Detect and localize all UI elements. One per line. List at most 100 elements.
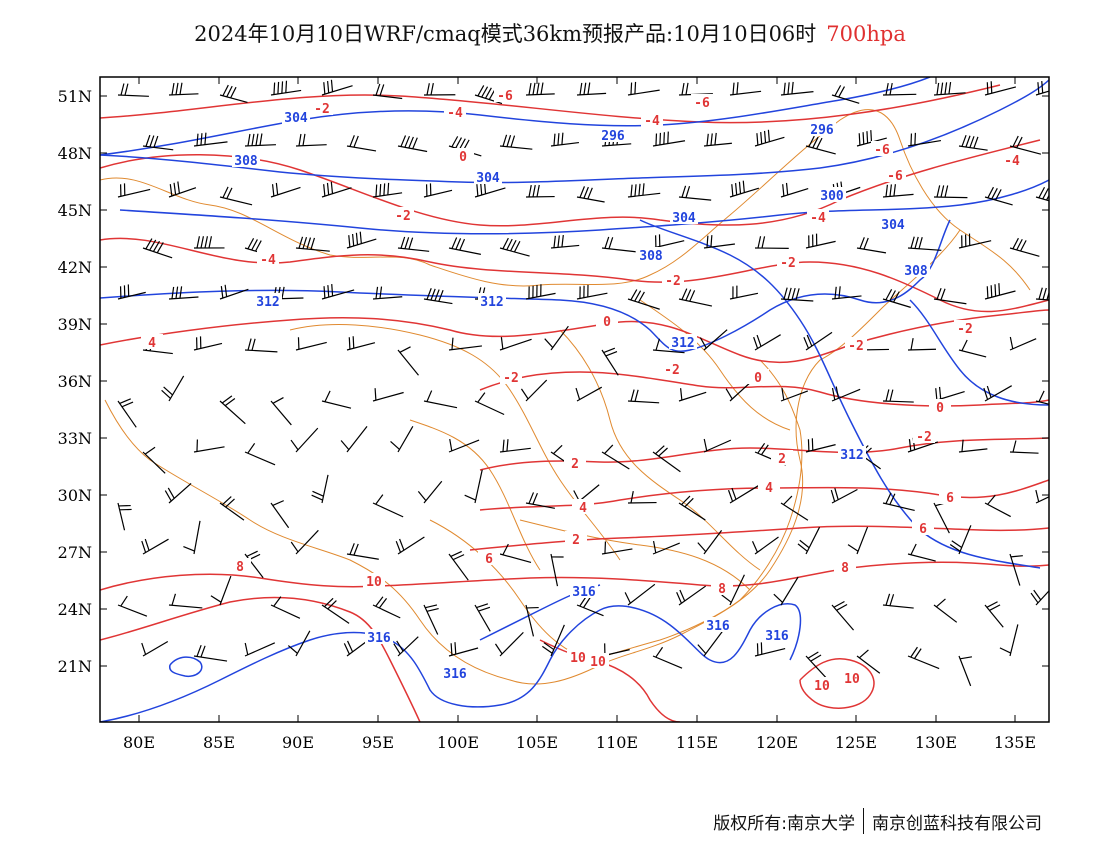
wind-barb: [499, 543, 532, 563]
wind-barb: [958, 655, 973, 687]
wind-barb: [295, 337, 327, 351]
temp-contour: [100, 596, 421, 722]
height-label: 308: [639, 249, 663, 264]
wind-barb: [550, 132, 580, 147]
temp-contour: [799, 658, 875, 709]
temperature-label-bg: [141, 334, 163, 349]
temperature-labels: -2 -4 -6 -6 -4 -6 -6 -4 0 -2 -4 -4 -2 0 -2 -2 -2 -2 -2 0 -2 0…: [141, 87, 1023, 694]
wind-barb: [183, 520, 201, 555]
wind-barb: [193, 439, 225, 453]
wind-barb: [520, 379, 548, 402]
lat-label: 51N: [58, 87, 92, 106]
temperature-label: 10: [366, 575, 382, 590]
wind-barb: [321, 283, 355, 300]
copyright-text: 版权所有:南京大学: [713, 813, 855, 834]
height-contour: [100, 79, 1049, 184]
wind-barb: [244, 442, 276, 466]
wind-barb: [270, 182, 301, 198]
wind-barb: [805, 233, 836, 249]
temperature-label-bg: [494, 87, 516, 102]
temperature-label-bg: [662, 272, 684, 287]
height-label: 304: [881, 218, 905, 233]
temperature-label: -2: [503, 371, 519, 386]
temperature-label-bg: [841, 670, 863, 685]
lon-label: 80E: [123, 733, 155, 752]
wind-barb: [780, 81, 814, 96]
temperature-label-bg: [229, 558, 251, 573]
height-label-bg: [599, 127, 627, 142]
lat-label: 21N: [58, 657, 92, 676]
wind-barb: [1035, 390, 1049, 405]
lon-label: 100E: [437, 733, 479, 752]
height-label: 312: [671, 336, 694, 351]
height-labels: 304 308 296 296 304 300 304 304 308 308 312 312 312 3…: [232, 109, 930, 682]
height-label-bg: [478, 293, 506, 308]
wind-barb: [780, 287, 814, 302]
temp-contour: [479, 371, 1049, 407]
temperature-label: 6: [946, 491, 954, 506]
wind-barb: [882, 492, 915, 512]
wind-barb: [958, 339, 987, 358]
wind-barb: [161, 375, 185, 402]
height-label: 316: [706, 619, 730, 634]
wind-barb: [117, 183, 151, 198]
wind-barb: [270, 80, 302, 96]
wind-barb: [525, 284, 556, 300]
wind-barb: [448, 237, 481, 255]
title-text: 2024年10月10日WRF/cmaq模式36km预报产品:10月10日06时: [194, 22, 817, 46]
wind-barb: [576, 284, 608, 300]
wind-barb: [907, 132, 942, 147]
wind-barb: [142, 446, 166, 474]
wind-barb: [831, 286, 862, 300]
wind-barb: [933, 598, 958, 623]
wind-barb: [805, 651, 829, 681]
wind-barb: [219, 496, 245, 521]
wind-barb: [1035, 81, 1049, 96]
temperature-label-bg: [834, 559, 856, 574]
temperature-label-bg: [758, 479, 780, 494]
wind-barb: [601, 444, 630, 470]
wind-barb: [210, 575, 232, 606]
temperature-label: 10: [844, 672, 860, 687]
wind-barb: [193, 644, 228, 662]
wind-barb: [168, 286, 199, 300]
temperature-label: 0: [754, 371, 762, 386]
temperature-label-bg: [807, 209, 829, 224]
wind-barb: [576, 186, 605, 203]
lat-label: 48N: [58, 144, 92, 163]
wind-barb: [417, 480, 443, 504]
wind-barb: [372, 388, 404, 402]
lon-label: 115E: [676, 733, 718, 752]
height-label: 304: [476, 171, 500, 186]
wind-barb: [448, 642, 479, 657]
wind-barb: [627, 183, 661, 198]
height-contour: [100, 77, 931, 156]
temperature-label-bg: [641, 112, 663, 127]
temperature-label-bg: [884, 167, 906, 182]
wind-barb: [627, 289, 660, 310]
wind-barb: [907, 646, 940, 670]
lat-label: 30N: [58, 486, 92, 505]
wind-barb: [1009, 135, 1042, 155]
height-label-bg: [838, 446, 866, 461]
temperature-label: 0: [603, 315, 611, 330]
height-contour: [100, 219, 951, 352]
wind-barb: [805, 135, 836, 155]
wind-barb: [525, 492, 555, 509]
height-label-bg: [570, 583, 598, 598]
wind-barb: [448, 438, 480, 453]
lat-label: 24N: [58, 600, 92, 619]
temperature-label: -4: [447, 106, 463, 121]
wind-barb: [856, 649, 881, 674]
wind-barb: [390, 425, 414, 453]
height-label-bg: [670, 209, 698, 224]
lat-label: 33N: [58, 429, 92, 448]
wind-barb: [933, 82, 966, 96]
temperature-label-bg: [811, 677, 833, 692]
wind-barb: [831, 386, 861, 402]
wind-barb: [958, 134, 988, 151]
wind-barb: [754, 129, 785, 147]
wind-barb: [321, 390, 352, 409]
wind-barb: [311, 474, 329, 504]
wind-barb: [729, 285, 759, 300]
